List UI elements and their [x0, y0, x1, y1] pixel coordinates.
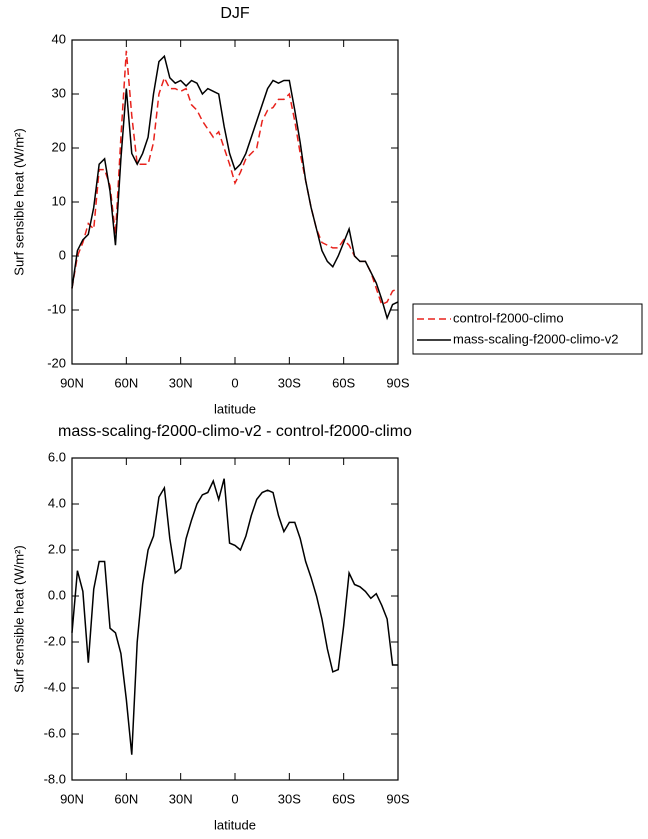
x-tick-label: 90S: [386, 791, 409, 806]
x-tick-label: 60N: [114, 375, 138, 390]
x-tick-label: 30S: [278, 375, 301, 390]
y-tick-label: 0: [59, 247, 66, 262]
legend-label: control-f2000-climo: [453, 310, 564, 325]
chart-title: DJF: [220, 5, 250, 22]
x-tick-label: 60S: [332, 791, 355, 806]
x-tick-label: 30S: [278, 791, 301, 806]
data-line: [71, 478, 398, 755]
x-tick-label: 90N: [60, 791, 84, 806]
y-tick-label: -2.0: [44, 633, 66, 648]
x-tick-label: 30N: [169, 791, 193, 806]
x-tick-label: 60S: [332, 375, 355, 390]
y-tick-label: 2.0: [48, 541, 66, 556]
x-tick-label: 0: [231, 791, 238, 806]
y-tick-label: 0.0: [48, 587, 66, 602]
x-tick-label: 60N: [114, 791, 138, 806]
y-tick-label: -6.0: [44, 725, 66, 740]
y-tick-label: 4.0: [48, 495, 66, 510]
y-tick-label: 30: [52, 85, 66, 100]
x-tick-label: 90S: [386, 375, 409, 390]
x-axis-label: latitude: [214, 817, 256, 832]
y-tick-label: -4.0: [44, 679, 66, 694]
y-tick-label: 40: [52, 31, 66, 46]
x-axis-label: latitude: [214, 401, 256, 416]
x-tick-label: 0: [231, 375, 238, 390]
y-tick-label: -20: [47, 355, 66, 370]
chart-title: mass-scaling-f2000-climo-v2 - control-f2…: [58, 423, 412, 440]
y-tick-label: -8.0: [44, 771, 66, 786]
y-axis-label: Surf sensible heat (W/m²): [11, 128, 26, 275]
plot-frame: [71, 39, 399, 365]
y-tick-label: 10: [52, 193, 66, 208]
x-tick-label: 30N: [169, 375, 193, 390]
plot-frame: [71, 457, 399, 781]
x-tick-label: 90N: [60, 375, 84, 390]
y-tick-label: 20: [52, 139, 66, 154]
data-line: [71, 54, 399, 321]
y-axis-label: Surf sensible heat (W/m²): [11, 545, 26, 692]
data-line: [71, 50, 399, 306]
legend-box: [412, 303, 643, 355]
y-tick-label: -10: [47, 301, 66, 316]
y-tick-label: 6.0: [48, 449, 66, 464]
legend-label: mass-scaling-f2000-climo-v2: [453, 331, 618, 346]
